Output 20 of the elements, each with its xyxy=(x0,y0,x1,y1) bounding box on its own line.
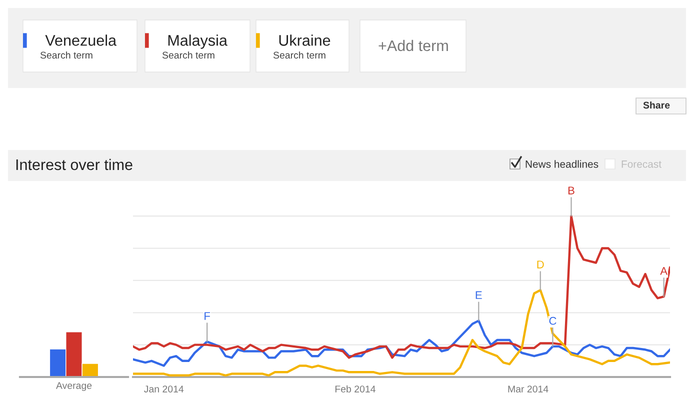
text: Share xyxy=(643,101,670,109)
annotation: C xyxy=(549,316,556,325)
text: News headlines xyxy=(526,160,598,168)
x-tick-label: Jan 2014 xyxy=(144,386,184,392)
annotation: B xyxy=(568,186,574,194)
x-tick-label: Feb 2014 xyxy=(335,385,376,392)
legend-label: Ukraine xyxy=(279,34,330,46)
text: Search term xyxy=(273,51,326,59)
legend-label: Venezuela xyxy=(45,34,117,46)
text: +Add term xyxy=(378,40,448,52)
annotation: D xyxy=(537,260,544,268)
chart-title: Interest over time xyxy=(16,158,132,170)
annotation: E xyxy=(476,291,482,299)
annotation: A xyxy=(660,267,668,275)
x-tick-label: Mar 2014 xyxy=(508,386,548,392)
annotation: F xyxy=(204,312,210,320)
text: Search term xyxy=(40,51,92,59)
x-tick-label: Average xyxy=(56,382,92,391)
text: Search term xyxy=(162,51,214,59)
legend-label: Malaysia xyxy=(168,34,228,49)
